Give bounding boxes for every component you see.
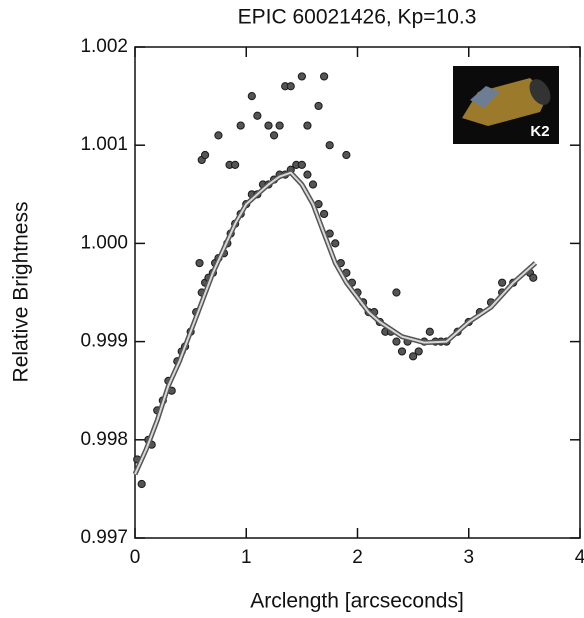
chart-title: EPIC 60021426, Kp=10.3 — [238, 6, 477, 29]
data-point — [200, 150, 210, 160]
data-point — [314, 101, 323, 111]
data-point — [303, 121, 312, 130]
x-axis-title: Arclength [arcseconds] — [250, 590, 464, 613]
data-point — [275, 121, 284, 130]
data-point — [320, 72, 329, 81]
data-point — [303, 170, 312, 179]
data-point — [297, 72, 306, 81]
logo-text: K2 — [530, 123, 549, 140]
fit-line — [134, 171, 537, 475]
data-point — [529, 273, 538, 282]
data-point — [269, 131, 279, 140]
data-point — [253, 111, 262, 120]
x-tick-label: 1 — [241, 547, 252, 568]
data-point — [308, 180, 318, 189]
data-point — [195, 258, 204, 268]
x-tick-label: 0 — [130, 547, 141, 568]
x-tick-label: 2 — [352, 547, 363, 568]
data-point — [297, 160, 306, 169]
data-point — [414, 347, 423, 356]
data-point — [325, 141, 334, 150]
data-point — [137, 479, 146, 489]
data-point — [425, 327, 434, 336]
data-point — [392, 288, 401, 297]
fit-line-outline — [132, 170, 538, 476]
data-point — [397, 347, 407, 356]
data-point — [409, 352, 418, 361]
y-tick-label: 0.998 — [80, 429, 128, 450]
data-point — [342, 150, 351, 160]
y-tick-label: 0.999 — [80, 331, 128, 352]
k2-logo: K2 — [453, 66, 559, 144]
y-tick-label: 1.000 — [80, 232, 128, 253]
data-point — [231, 160, 240, 169]
x-tick-label: 3 — [463, 547, 474, 568]
y-tick-label: 0.997 — [80, 527, 128, 548]
data-point — [286, 82, 295, 91]
data-point — [236, 121, 245, 130]
data-point — [392, 337, 401, 346]
y-axis-title: Relative Brightness — [10, 202, 33, 383]
y-tick-label: 1.002 — [80, 36, 128, 57]
data-point — [214, 131, 223, 140]
data-point — [247, 92, 256, 101]
data-point — [331, 239, 340, 248]
data-point — [320, 209, 329, 219]
data-point — [264, 121, 273, 130]
y-tick-label: 1.001 — [80, 134, 128, 155]
data-point — [498, 278, 507, 287]
x-tick-label: 4 — [575, 547, 584, 568]
